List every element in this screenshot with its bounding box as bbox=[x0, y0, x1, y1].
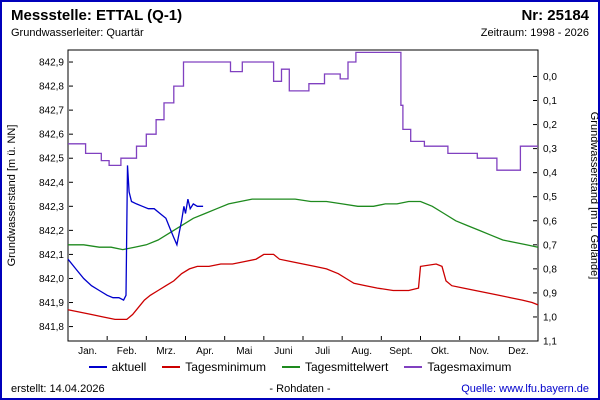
svg-text:842,5: 842,5 bbox=[39, 154, 64, 165]
station-title: Messstelle: ETTAL (Q-1) bbox=[11, 7, 183, 24]
footer-row: erstellt: 14.04.2026 - Rohdaten - Quelle… bbox=[11, 383, 589, 395]
svg-text:842,6: 842,6 bbox=[39, 130, 64, 141]
plot-frame bbox=[67, 49, 539, 342]
legend-item-aktuell: aktuell bbox=[88, 360, 147, 374]
source-link[interactable]: Quelle: www.lfu.bayern.de bbox=[461, 383, 590, 395]
groundwater-level-chart: 841,8 841,9 842,0 842,1 842,2 842,3 842,4 842,5… bbox=[6, 49, 600, 357]
series-line-aktuell bbox=[67, 165, 204, 301]
svg-text:Mrz.: Mrz. bbox=[156, 346, 175, 357]
svg-text:Mai: Mai bbox=[236, 346, 252, 357]
legend-label-tagesmittelwert: Tagesmittelwert bbox=[304, 360, 389, 374]
svg-text:Juni: Juni bbox=[274, 346, 292, 357]
legend-label-tagesmaximum: Tagesmaximum bbox=[427, 360, 512, 374]
station-number: Nr: 25184 bbox=[521, 7, 589, 24]
svg-text:0,8: 0,8 bbox=[543, 264, 557, 275]
svg-text:1,0: 1,0 bbox=[543, 312, 557, 323]
svg-text:842,7: 842,7 bbox=[39, 106, 64, 117]
svg-text:0,4: 0,4 bbox=[543, 168, 557, 179]
data-type-label: - Rohdaten - bbox=[269, 383, 331, 395]
svg-text:Sept.: Sept. bbox=[389, 346, 412, 357]
right-axis-ticks: 0,0 0,1 0,2 0,3 0,4 0,5 0,6 0,7 0,8 0,9 1,0 1,1 bbox=[533, 72, 557, 348]
legend-swatch-aktuell bbox=[88, 366, 107, 368]
svg-text:842,4: 842,4 bbox=[39, 178, 64, 189]
series-line-tagesmittelwert bbox=[68, 198, 539, 251]
svg-text:Juli: Juli bbox=[315, 346, 330, 357]
svg-text:0,3: 0,3 bbox=[543, 144, 557, 155]
svg-text:842,1: 842,1 bbox=[39, 250, 64, 261]
left-axis-ticks: 841,8 841,9 842,0 842,1 842,2 842,3 842,4 842,5… bbox=[39, 58, 73, 333]
svg-text:Dez.: Dez. bbox=[508, 346, 529, 357]
legend-swatch-tagesmittelwert bbox=[281, 366, 300, 368]
legend-label-tagesminimum: Tagesminimum bbox=[185, 360, 266, 374]
header-title-row: Messstelle: ETTAL (Q-1) Nr: 25184 bbox=[11, 7, 589, 24]
svg-text:Apr.: Apr. bbox=[196, 346, 214, 357]
svg-text:Jan.: Jan. bbox=[78, 346, 97, 357]
svg-text:842,2: 842,2 bbox=[39, 226, 64, 237]
series-line-tagesmaximum bbox=[68, 51, 538, 171]
svg-text:842,0: 842,0 bbox=[39, 274, 64, 285]
svg-text:0,0: 0,0 bbox=[543, 72, 557, 83]
svg-text:841,9: 841,9 bbox=[39, 298, 64, 309]
svg-text:0,7: 0,7 bbox=[543, 240, 557, 251]
svg-text:842,8: 842,8 bbox=[39, 82, 64, 93]
svg-text:Aug.: Aug. bbox=[351, 346, 372, 357]
svg-text:841,8: 841,8 bbox=[39, 322, 64, 333]
svg-text:842,3: 842,3 bbox=[39, 202, 64, 213]
aquifer-label: Grundwasserleiter: Quartär bbox=[11, 27, 144, 39]
right-axis-title: Grundwasserstand [m u. Gelände] bbox=[588, 112, 600, 280]
period-label: Zeitraum: 1998 - 2026 bbox=[480, 27, 589, 39]
left-axis-title: Grundwasserstand [m ü. NN] bbox=[6, 125, 18, 267]
legend-item-tagesmittelwert: Tagesmittelwert bbox=[281, 360, 389, 374]
svg-text:0,2: 0,2 bbox=[543, 120, 557, 131]
legend-swatch-tagesmaximum bbox=[404, 366, 423, 368]
series-line-tagesminimum bbox=[67, 253, 539, 321]
legend-swatch-tagesminimum bbox=[162, 366, 181, 368]
chart-legend: aktuell Tagesminimum Tagesmittelwert Tag… bbox=[2, 360, 598, 374]
legend-item-tagesminimum: Tagesminimum bbox=[162, 360, 266, 374]
header-sub-row: Grundwasserleiter: Quartär Zeitraum: 199… bbox=[11, 27, 589, 39]
x-axis-ticks: Jan. Feb. Mrz. Apr. Mai Juni Juli Aug. Sept. Okt.… bbox=[67, 336, 539, 357]
created-date: erstellt: 14.04.2026 bbox=[11, 383, 105, 395]
legend-label-aktuell: aktuell bbox=[111, 360, 147, 374]
svg-text:Feb.: Feb. bbox=[117, 346, 137, 357]
svg-text:0,1: 0,1 bbox=[543, 96, 557, 107]
svg-text:842,9: 842,9 bbox=[39, 58, 64, 69]
svg-text:0,6: 0,6 bbox=[543, 216, 557, 227]
svg-text:0,9: 0,9 bbox=[543, 288, 557, 299]
svg-text:Okt.: Okt. bbox=[431, 346, 449, 357]
svg-text:Nov.: Nov. bbox=[469, 346, 489, 357]
svg-text:0,5: 0,5 bbox=[543, 192, 557, 203]
svg-text:1,1: 1,1 bbox=[543, 337, 557, 348]
legend-item-tagesmaximum: Tagesmaximum bbox=[404, 360, 511, 374]
